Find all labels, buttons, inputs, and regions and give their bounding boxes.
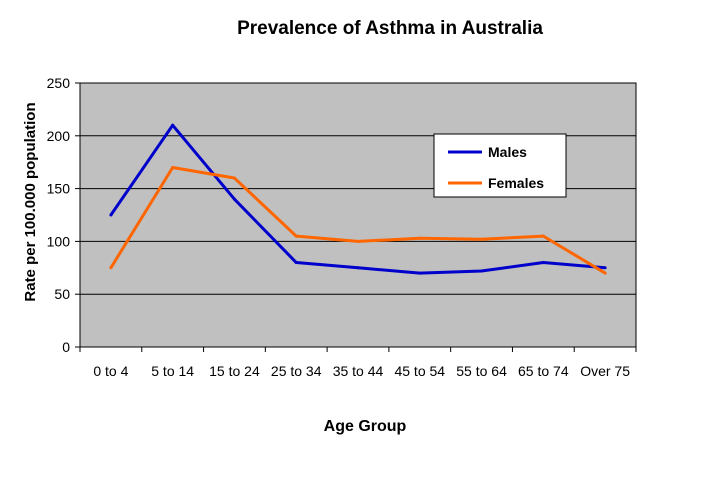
data-point-males (541, 261, 545, 265)
data-point-females (603, 271, 607, 275)
data-point-males (171, 123, 175, 127)
data-point-females (418, 236, 422, 240)
x-tick-label: 35 to 44 (333, 363, 384, 379)
data-point-females (480, 237, 484, 241)
data-point-males (294, 261, 298, 265)
y-tick-label: 100 (47, 233, 71, 249)
x-tick-label: 55 to 64 (456, 363, 507, 379)
x-tick-label: 5 to 14 (151, 363, 194, 379)
y-tick-label: 150 (47, 181, 71, 197)
data-point-females (171, 165, 175, 169)
data-point-females (356, 239, 360, 243)
y-tick-label: 50 (54, 286, 70, 302)
data-point-males (232, 197, 236, 201)
x-tick-label: 45 to 54 (394, 363, 445, 379)
plot-area (79, 82, 637, 348)
data-point-males (480, 269, 484, 273)
data-point-females (294, 234, 298, 238)
x-tick-label: 15 to 24 (209, 363, 260, 379)
data-point-females (109, 266, 113, 270)
legend-label-females: Females (488, 175, 544, 191)
y-tick-label: 0 (62, 339, 70, 355)
x-tick-label: 65 to 74 (518, 363, 569, 379)
chart-title: Prevalence of Asthma in Australia (237, 18, 543, 39)
data-point-males (109, 213, 113, 217)
x-tick-label: Over 75 (580, 363, 630, 379)
y-tick-label: 200 (47, 128, 71, 144)
data-point-females (541, 234, 545, 238)
y-tick-label: 250 (47, 75, 71, 91)
data-point-females (232, 176, 236, 180)
y-axis-label: Rate per 100.000 population (22, 102, 39, 301)
data-point-males (356, 266, 360, 270)
data-point-males (603, 266, 607, 270)
x-tick-label: 25 to 34 (271, 363, 322, 379)
data-point-males (418, 271, 422, 275)
x-tick-label: 0 to 4 (93, 363, 128, 379)
legend (433, 133, 567, 198)
x-axis-label: Age Group (324, 418, 407, 435)
legend-label-males: Males (488, 144, 527, 160)
